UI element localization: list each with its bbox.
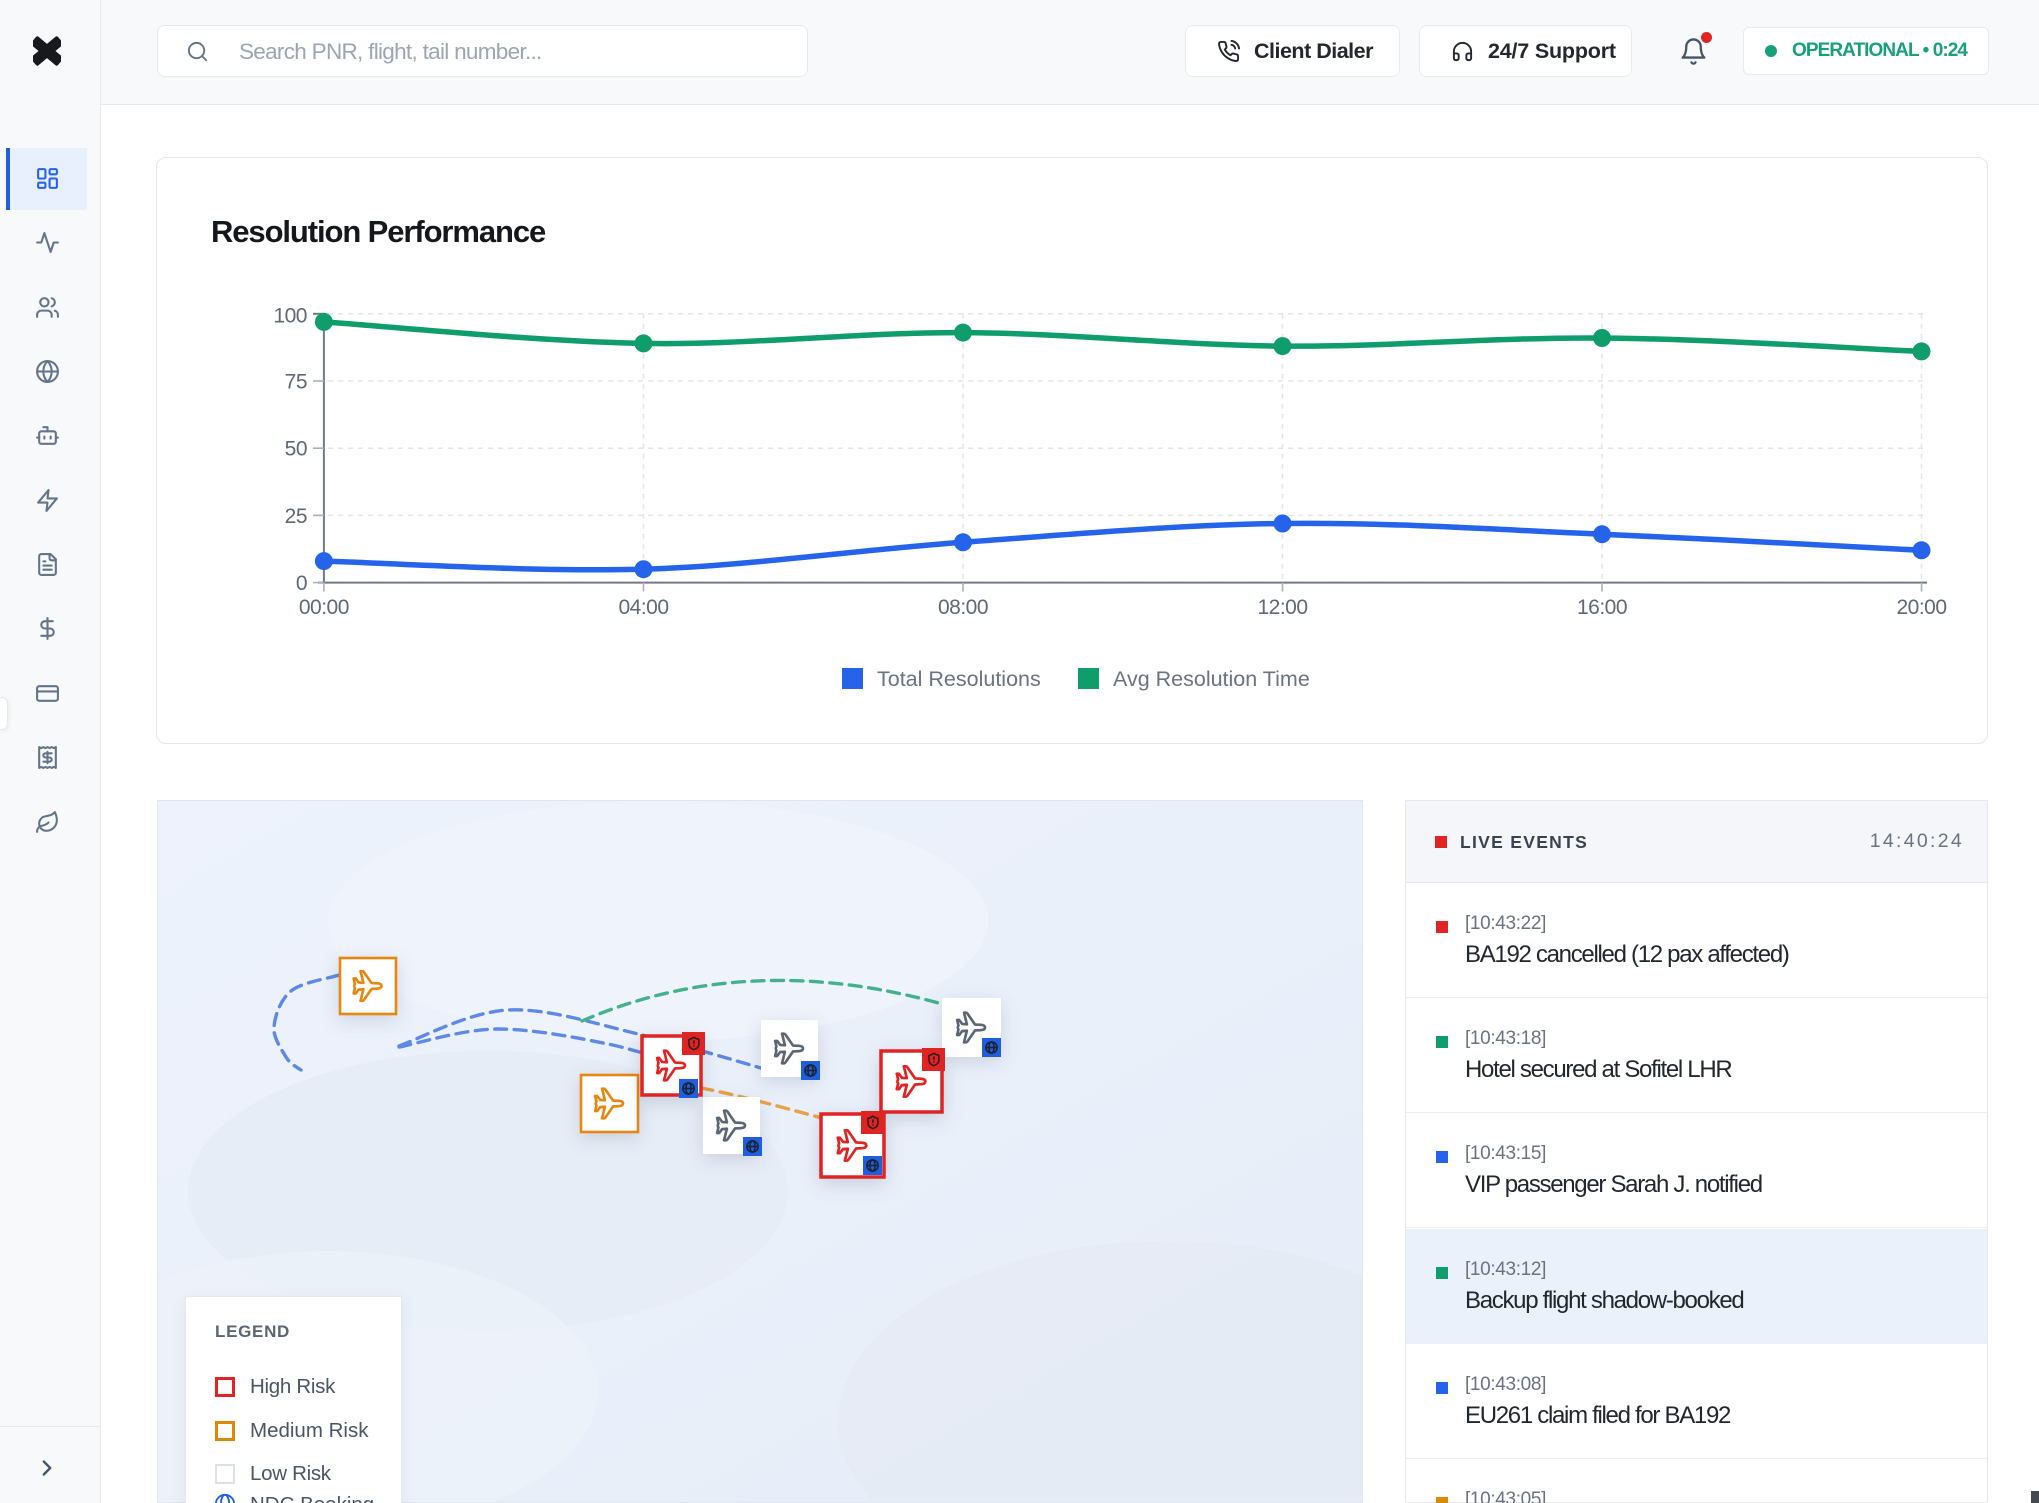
svg-text:100: 100 (273, 305, 307, 328)
svg-text:04:00: 04:00 (618, 596, 668, 619)
svg-text:12:00: 12:00 (1257, 596, 1307, 619)
svg-text:50: 50 (285, 438, 307, 461)
svg-text:Total Resolutions: Total Resolutions (877, 667, 1041, 691)
svg-text:Avg Resolution Time: Avg Resolution Time (1113, 667, 1310, 691)
svg-text:0: 0 (296, 572, 307, 595)
svg-text:08:00: 08:00 (938, 596, 988, 619)
svg-text:20:00: 20:00 (1896, 596, 1946, 619)
svg-text:25: 25 (285, 505, 307, 528)
svg-text:16:00: 16:00 (1577, 596, 1627, 619)
svg-text:75: 75 (285, 370, 307, 393)
svg-text:00:00: 00:00 (299, 596, 349, 619)
